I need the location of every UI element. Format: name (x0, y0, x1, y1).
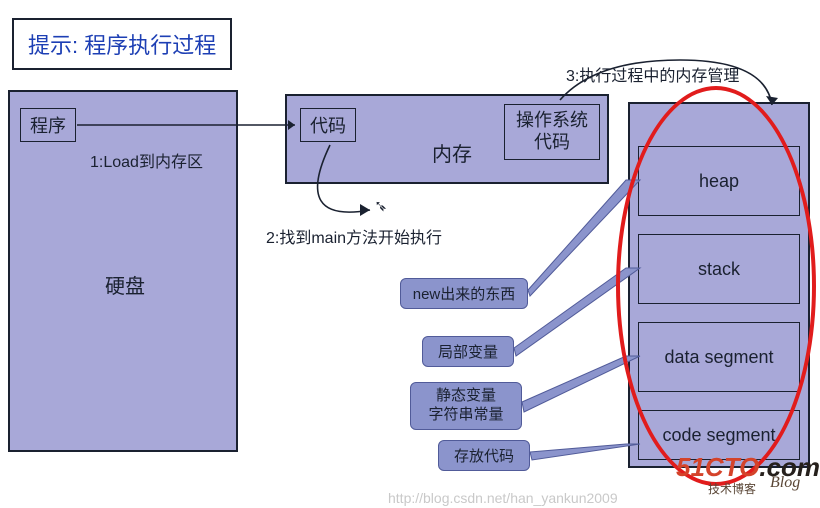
flow-label-1: 1:Load到内存区 (90, 148, 203, 172)
callout-static: 静态变量 字符串常量 (410, 382, 522, 430)
os-label-1: 操作系统 (516, 110, 588, 132)
flow-label-2: 2:找到main方法开始执行 (266, 224, 442, 248)
code-label: 代码 (310, 112, 346, 138)
flow-label-3: 3:执行过程中的内存管理 (566, 62, 739, 86)
os-label-2: 代码 (534, 132, 570, 154)
highlight-ellipse (616, 86, 816, 486)
cursor-icon: ➶ (374, 196, 387, 216)
program-box: 程序 (20, 108, 76, 142)
logo-blog: Blog (770, 474, 800, 492)
title-box: 提示: 程序执行过程 (12, 18, 232, 70)
callout-code: 存放代码 (438, 440, 530, 471)
os-box: 操作系统 代码 (504, 104, 600, 160)
watermark-url: http://blog.csdn.net/han_yankun2009 (388, 490, 618, 506)
callout-new: new出来的东西 (400, 278, 528, 309)
code-box: 代码 (300, 108, 356, 142)
memory-label: 内存 (432, 138, 472, 167)
title-text: 提示: 程序执行过程 (28, 33, 216, 58)
program-label: 程序 (30, 112, 66, 138)
disk-label: 硬盘 (105, 270, 145, 299)
callout-local: 局部变量 (422, 336, 514, 367)
logo-sub: 技术博客 (708, 480, 756, 497)
